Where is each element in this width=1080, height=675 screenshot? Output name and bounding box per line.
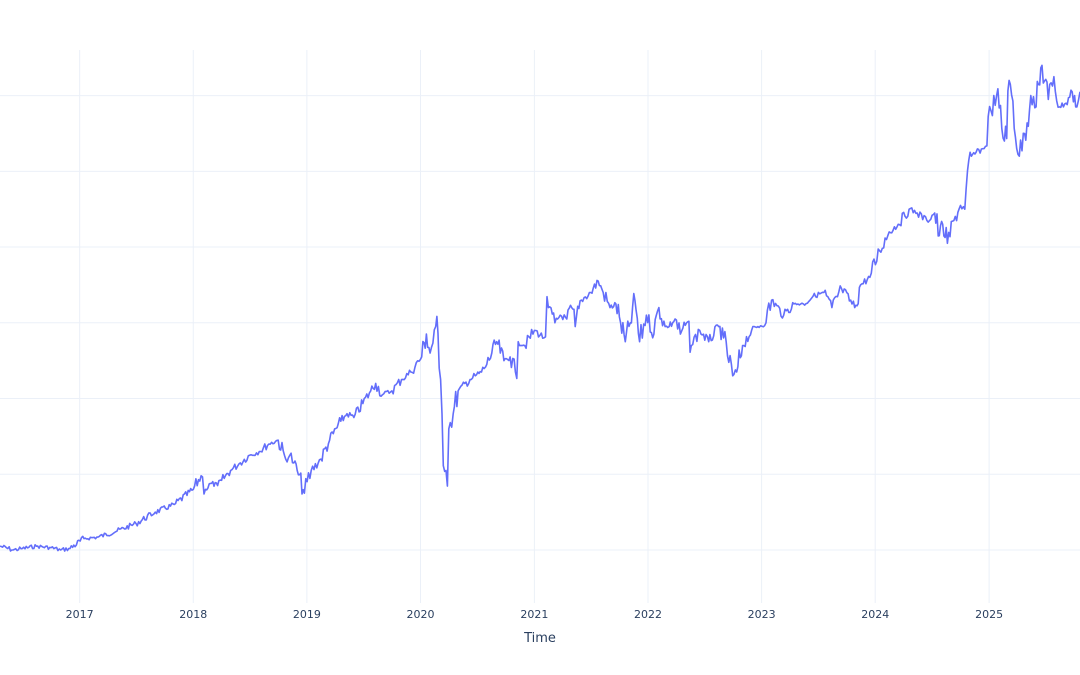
x-gridlines: [79, 50, 990, 603]
x-tick-label-2017: 2017: [66, 608, 94, 621]
x-tick-label-2025: 2025: [975, 608, 1003, 621]
x-tick-label-2024: 2024: [861, 608, 889, 621]
x-tick-labels: 2017 2018 2019 2020 2021 2022 2023 2024 2025: [66, 608, 1003, 621]
x-tick-label-2023: 2023: [748, 608, 776, 621]
x-tick-label-2019: 2019: [293, 608, 321, 621]
x-tick-label-2022: 2022: [634, 608, 662, 621]
price-series-line: [0, 64, 1080, 552]
x-tick-label-2018: 2018: [179, 608, 207, 621]
x-tick-label-2021: 2021: [520, 608, 548, 621]
y-gridlines: [0, 95, 1080, 551]
x-tick-label-2020: 2020: [406, 608, 434, 621]
x-axis-title: Time: [523, 631, 556, 646]
